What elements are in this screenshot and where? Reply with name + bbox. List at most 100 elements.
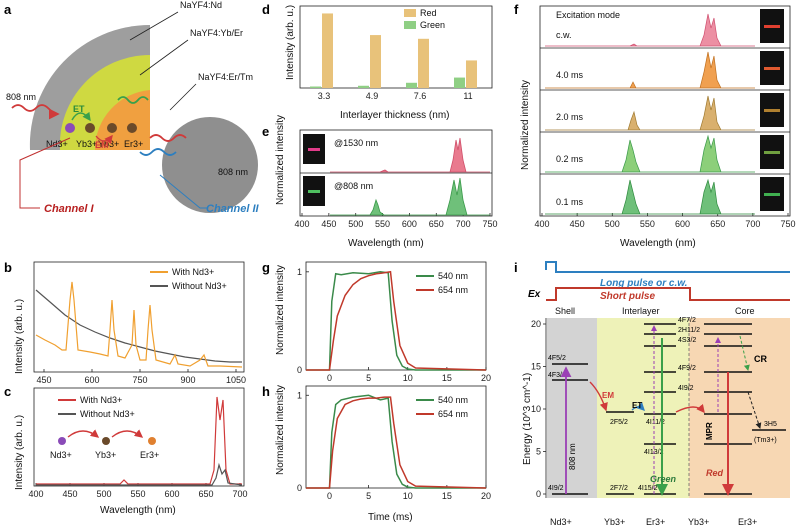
- yb-er-arrow: [111, 429, 144, 438]
- legend-swatch-red: [404, 9, 416, 17]
- panel-e-xticks: 400 450 500 550 600 650 700 750: [294, 213, 498, 229]
- tick-label: 750: [780, 219, 795, 229]
- short-pulse-label: Short pulse: [600, 291, 655, 302]
- tick-label: 450: [570, 219, 585, 229]
- trace-540-nm: [306, 271, 486, 371]
- level-3H5: 3H5: [764, 421, 777, 428]
- panel-g-ylabel: Normalized intensity: [275, 265, 286, 355]
- tick-label: 0: [297, 365, 302, 375]
- tick-label: 900: [180, 375, 195, 385]
- channel-ii-excitation-icon: [139, 148, 177, 156]
- region-core: Core: [735, 306, 755, 316]
- g-legend-540: 540 nm: [438, 271, 468, 281]
- cr-arrow-1: [739, 335, 750, 371]
- e-spectrum-1530: [330, 137, 490, 173]
- shell-label-erTm: NaYF4:Er/Tm: [198, 72, 253, 82]
- wavelength-808-a: 808 nm: [6, 92, 36, 102]
- f-photos: [760, 9, 784, 211]
- tick-label: 0: [536, 489, 541, 499]
- tick-label: 400: [294, 219, 309, 229]
- long-pulse-trace: [545, 261, 790, 273]
- core-region: [689, 318, 790, 498]
- short-pulse-trace: [546, 287, 790, 301]
- level-4F9-2: 4F9/2: [678, 365, 696, 372]
- ion-yb-1: Yb3+: [76, 139, 97, 149]
- tick-label: 5: [366, 491, 371, 501]
- region-shell: Shell: [555, 306, 575, 316]
- level-4I9-2: 4I9/2: [678, 385, 694, 392]
- i-808-label: 808 nm: [568, 443, 577, 470]
- channel-i-leader: [19, 137, 71, 209]
- panel-c: c Intensity (arb. u.) Wavelength (nm) 40…: [4, 384, 248, 516]
- long-pulse-label: Long pulse or c.w.: [600, 278, 687, 289]
- e-photo-1530-glow: [308, 148, 320, 151]
- f-photo-cw-glow: [764, 25, 780, 28]
- panel-e-ylabel: Normalized intensity: [275, 115, 286, 205]
- panel-g: g Normalized intensity 0 5 10 15 20 0 1 540 nm…: [262, 260, 491, 383]
- cr-tag: CR: [754, 354, 767, 364]
- tick-label: 600: [675, 219, 690, 229]
- panel-b-label: b: [4, 260, 12, 275]
- panel-g-lines: [306, 270, 487, 371]
- er-ion-icon: [148, 437, 156, 445]
- panel-d-xlabel: Interlayer thickness (nm): [340, 110, 449, 121]
- tick-label: 500: [348, 219, 363, 229]
- bottom-ion-yb-1: Yb3+: [604, 517, 625, 527]
- panel-h-ylabel: Normalized intensity: [275, 385, 286, 475]
- panel-b-ylabel: Intensity (arb. u.): [14, 299, 25, 374]
- f-spectrum-cw: [545, 13, 755, 47]
- panel-c-label: c: [4, 384, 11, 399]
- tick-label: 650: [429, 219, 444, 229]
- bar-green: [358, 85, 369, 88]
- panel-h-axes: [305, 385, 487, 489]
- tick-label: 1050: [226, 375, 246, 385]
- panel-b-axes: [33, 261, 245, 373]
- spectrum-b-without: [35, 289, 242, 363]
- f-photo-01ms-glow: [764, 193, 780, 196]
- em-core-arrow: [675, 403, 705, 414]
- et-arrow-i: [631, 402, 645, 411]
- f-spectrum-01ms: [545, 178, 755, 215]
- er-ion-dot: [127, 123, 137, 133]
- f-spectrum-2ms: [545, 95, 755, 131]
- bar-red: [466, 60, 477, 88]
- interlayer-region: [597, 318, 689, 498]
- level-4S3-2: 4S3/2: [678, 337, 696, 344]
- legend-swatch-green: [404, 21, 416, 29]
- f-trace-2ms: 2.0 ms: [556, 112, 584, 122]
- trace-654-nm: [306, 396, 487, 489]
- tick-label: 550: [640, 219, 655, 229]
- f-trace-4ms: 4.0 ms: [556, 70, 584, 80]
- e-trace-808: @808 nm: [334, 181, 373, 191]
- green-tag: Green: [650, 474, 677, 484]
- g-legend-654: 654 nm: [438, 285, 468, 295]
- ex-label: Ex: [528, 289, 541, 300]
- e-spectrum-808: [330, 177, 490, 216]
- legend-green: Green: [420, 20, 445, 30]
- tick-label: 500: [96, 489, 111, 499]
- channel-ii-leader: [159, 174, 208, 209]
- bar-red: [370, 35, 381, 88]
- tick-label: 1: [297, 390, 302, 400]
- panel-f-xticks: 400 450 500 550 600 650 700 750: [534, 213, 796, 229]
- shell-label-nd: NaYF4:Nd: [180, 0, 222, 10]
- panel-i-yticks: 0 5 10 15 20: [531, 319, 546, 499]
- tick-label: 1: [297, 267, 302, 277]
- tick-label: 400: [28, 489, 43, 499]
- channel-ii-sphere: [162, 117, 258, 213]
- tick-label: 20: [481, 491, 491, 501]
- f-photo-2ms-glow: [764, 109, 780, 112]
- level-2F5-2: 2F5/2: [610, 419, 628, 426]
- et-tag: ET: [73, 104, 85, 114]
- panel-c-ylabel: Intensity (arb. u.): [14, 415, 25, 490]
- em-arrow-i: [589, 381, 608, 412]
- tick-label: 15: [442, 373, 452, 383]
- tick-label: 700: [745, 219, 760, 229]
- shell-label-ybEr: NaYF4:Yb/Er: [190, 28, 243, 38]
- tick-label: 650: [198, 489, 213, 499]
- d-category-label: 4.9: [366, 91, 379, 101]
- f-spectrum-02ms: [545, 134, 755, 173]
- green-emission-icon: [117, 96, 149, 104]
- tick-label: 400: [534, 219, 549, 229]
- channel-i-label: Channel I: [44, 203, 94, 215]
